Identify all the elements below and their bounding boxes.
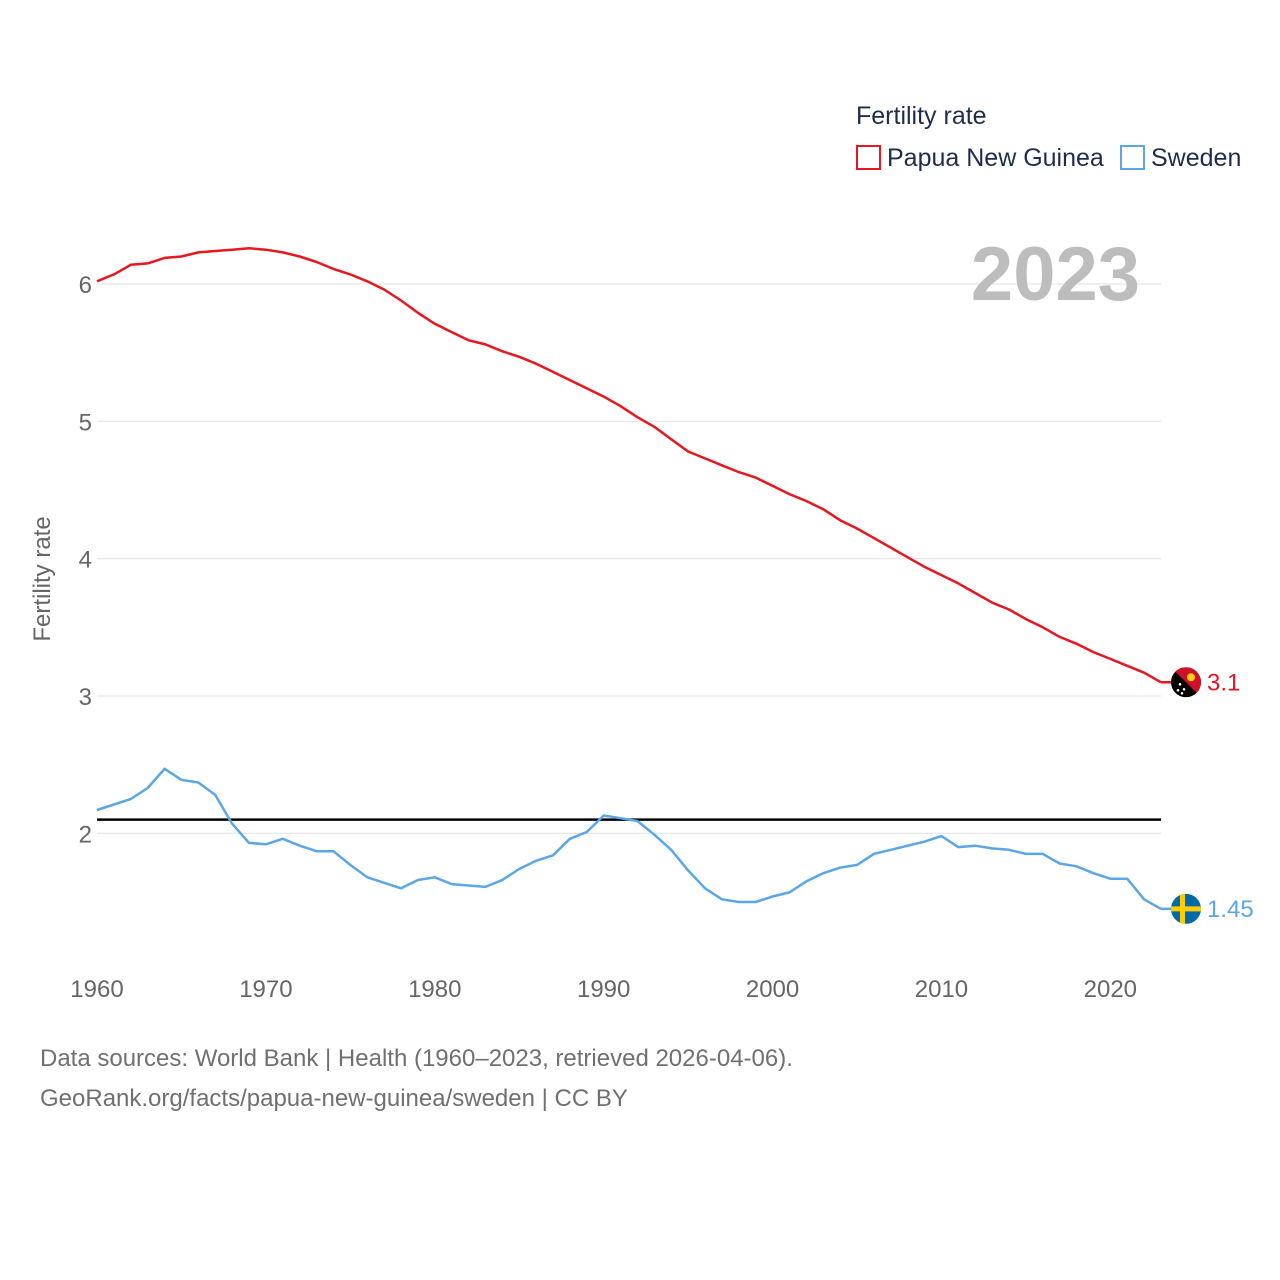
x-tick-label: 1980 [408,976,461,1003]
x-tick-label: 1960 [70,976,123,1003]
gridlines [97,283,1161,834]
y-tick-label: 4 [79,547,92,574]
fertility-rate-chart: 2 3 4 5 6 1960 1970 1980 1990 2000 2010 2020 Ferti… [29,102,1254,1003]
x-tick-label: 2020 [1084,976,1137,1003]
legend: Fertility rate Papua New Guinea Sweden [856,102,1241,172]
x-tick-label: 1990 [577,976,630,1003]
x-tick-label: 2010 [915,976,968,1003]
year-overlay: 2023 [971,232,1140,317]
y-tick-label: 2 [79,821,92,848]
end-value-label-sweden: 1.45 [1207,896,1254,923]
papua-new-guinea-flag-icon [1171,667,1201,698]
legend-title: Fertility rate [856,102,987,130]
end-value-label-papua-new-guinea: 3.1 [1207,669,1240,696]
y-tick-label: 5 [79,409,92,436]
legend-item-papua-new-guinea[interactable]: Papua New Guinea [856,144,1104,172]
series-line-papua-new-guinea[interactable] [96,247,1162,684]
x-tick-label: 2000 [746,976,799,1003]
legend-item-sweden[interactable]: Sweden [1120,144,1241,172]
y-axis-label: Fertility rate [29,516,56,641]
end-markers: 3.1 1.45 [1161,667,1254,924]
footer-sources: Data sources: World Bank | Health (1960–… [40,1045,793,1072]
y-tick-label: 3 [79,684,92,711]
sweden-flag-icon [1171,893,1201,924]
x-axis-ticks: 1960 1970 1980 1990 2000 2010 2020 [70,976,1137,1003]
y-tick-label: 6 [79,272,92,299]
y-axis-ticks: 2 3 4 5 6 [79,272,92,848]
legend-label-papua-new-guinea: Papua New Guinea [887,144,1104,172]
legend-label-sweden: Sweden [1151,144,1241,172]
series-lines [96,247,1162,910]
legend-swatch-papua-new-guinea [856,145,881,170]
series-line-sweden[interactable] [96,767,1162,910]
legend-swatch-sweden [1120,145,1145,170]
x-tick-label: 1970 [239,976,292,1003]
footer-attribution[interactable]: GeoRank.org/facts/papua-new-guinea/swede… [40,1085,628,1112]
